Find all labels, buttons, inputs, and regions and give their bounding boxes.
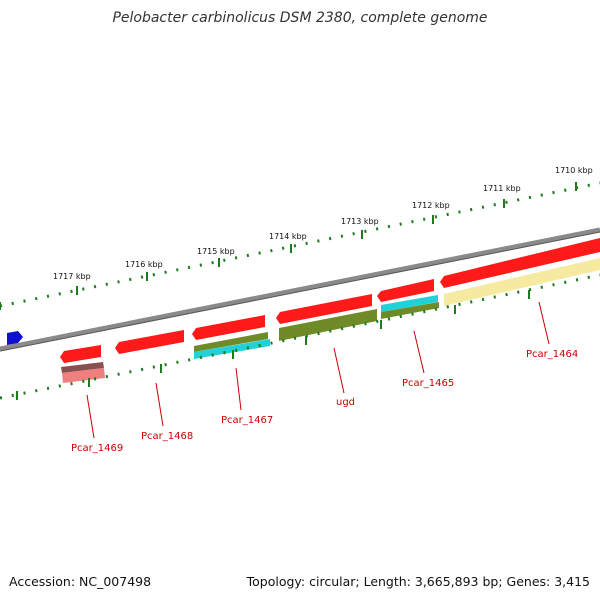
- gene-arrow: [115, 330, 184, 354]
- inner-tick-ring: [0, 273, 600, 400]
- outer-major-ticks: [0, 182, 577, 310]
- feature-band: [381, 302, 439, 319]
- gene-label: Pcar_1467: [221, 415, 273, 426]
- feature-band: [444, 258, 600, 306]
- feature-band: [381, 295, 438, 312]
- kbp-label: 1717 kbp: [53, 272, 91, 281]
- gene-arrow: [192, 315, 265, 340]
- outer-tick-ring: [0, 181, 600, 308]
- kbp-label: 1712 kbp: [412, 201, 450, 210]
- label-leaders: [86, 301, 550, 439]
- gene-label: Pcar_1468: [141, 431, 193, 442]
- feature-band: [194, 332, 268, 352]
- gene-label: Pcar_1464: [526, 349, 578, 360]
- feature-band: [279, 309, 377, 341]
- gene-label: Pcar_1465: [402, 378, 454, 389]
- inner-major-ticks: [16, 290, 530, 400]
- genome-backbone: [0, 227, 600, 352]
- gene-arrow: [60, 345, 101, 363]
- gene-arrow: [440, 238, 600, 288]
- forward-strand-genes: [60, 238, 600, 363]
- kbp-label: 1713 kbp: [341, 217, 379, 226]
- gene-label: ugd: [336, 397, 355, 408]
- feature-band: [61, 362, 104, 373]
- gene-arrow: [276, 294, 372, 324]
- genome-summary: Topology: circular; Length: 3,665,893 bp…: [246, 574, 590, 589]
- secondary-features: [61, 258, 600, 383]
- gene-arrow: [377, 279, 434, 302]
- map-title: Pelobacter carbinolicus DSM 2380, comple…: [112, 10, 488, 26]
- kbp-label: 1714 kbp: [269, 232, 307, 241]
- kbp-label: 1711 kbp: [483, 184, 521, 193]
- kbp-label: 1716 kbp: [125, 260, 163, 269]
- kbp-label: 1715 kbp: [197, 247, 235, 256]
- gene-label: Pcar_1469: [71, 443, 123, 454]
- feature-marker-blue: [7, 331, 23, 345]
- kbp-label: 1710 kbp: [555, 166, 593, 175]
- accession-text: Accession: NC_007498: [9, 574, 152, 589]
